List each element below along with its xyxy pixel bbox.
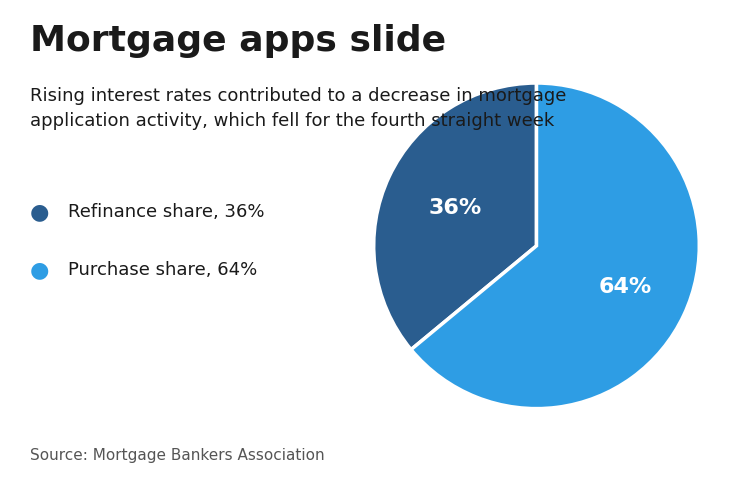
Text: Refinance share, 36%: Refinance share, 36% <box>68 203 265 221</box>
Text: Purchase share, 64%: Purchase share, 64% <box>68 261 258 279</box>
Wedge shape <box>411 83 699 409</box>
Text: Mortgage apps slide: Mortgage apps slide <box>30 24 445 58</box>
Text: Source: Mortgage Bankers Association: Source: Mortgage Bankers Association <box>30 448 324 463</box>
Text: 36%: 36% <box>429 198 482 218</box>
Text: Rising interest rates contributed to a decrease in mortgage
application activity: Rising interest rates contributed to a d… <box>30 87 566 130</box>
Wedge shape <box>374 83 536 349</box>
Text: ●: ● <box>30 202 49 222</box>
Text: ●: ● <box>30 260 49 280</box>
Text: 64%: 64% <box>598 278 651 297</box>
